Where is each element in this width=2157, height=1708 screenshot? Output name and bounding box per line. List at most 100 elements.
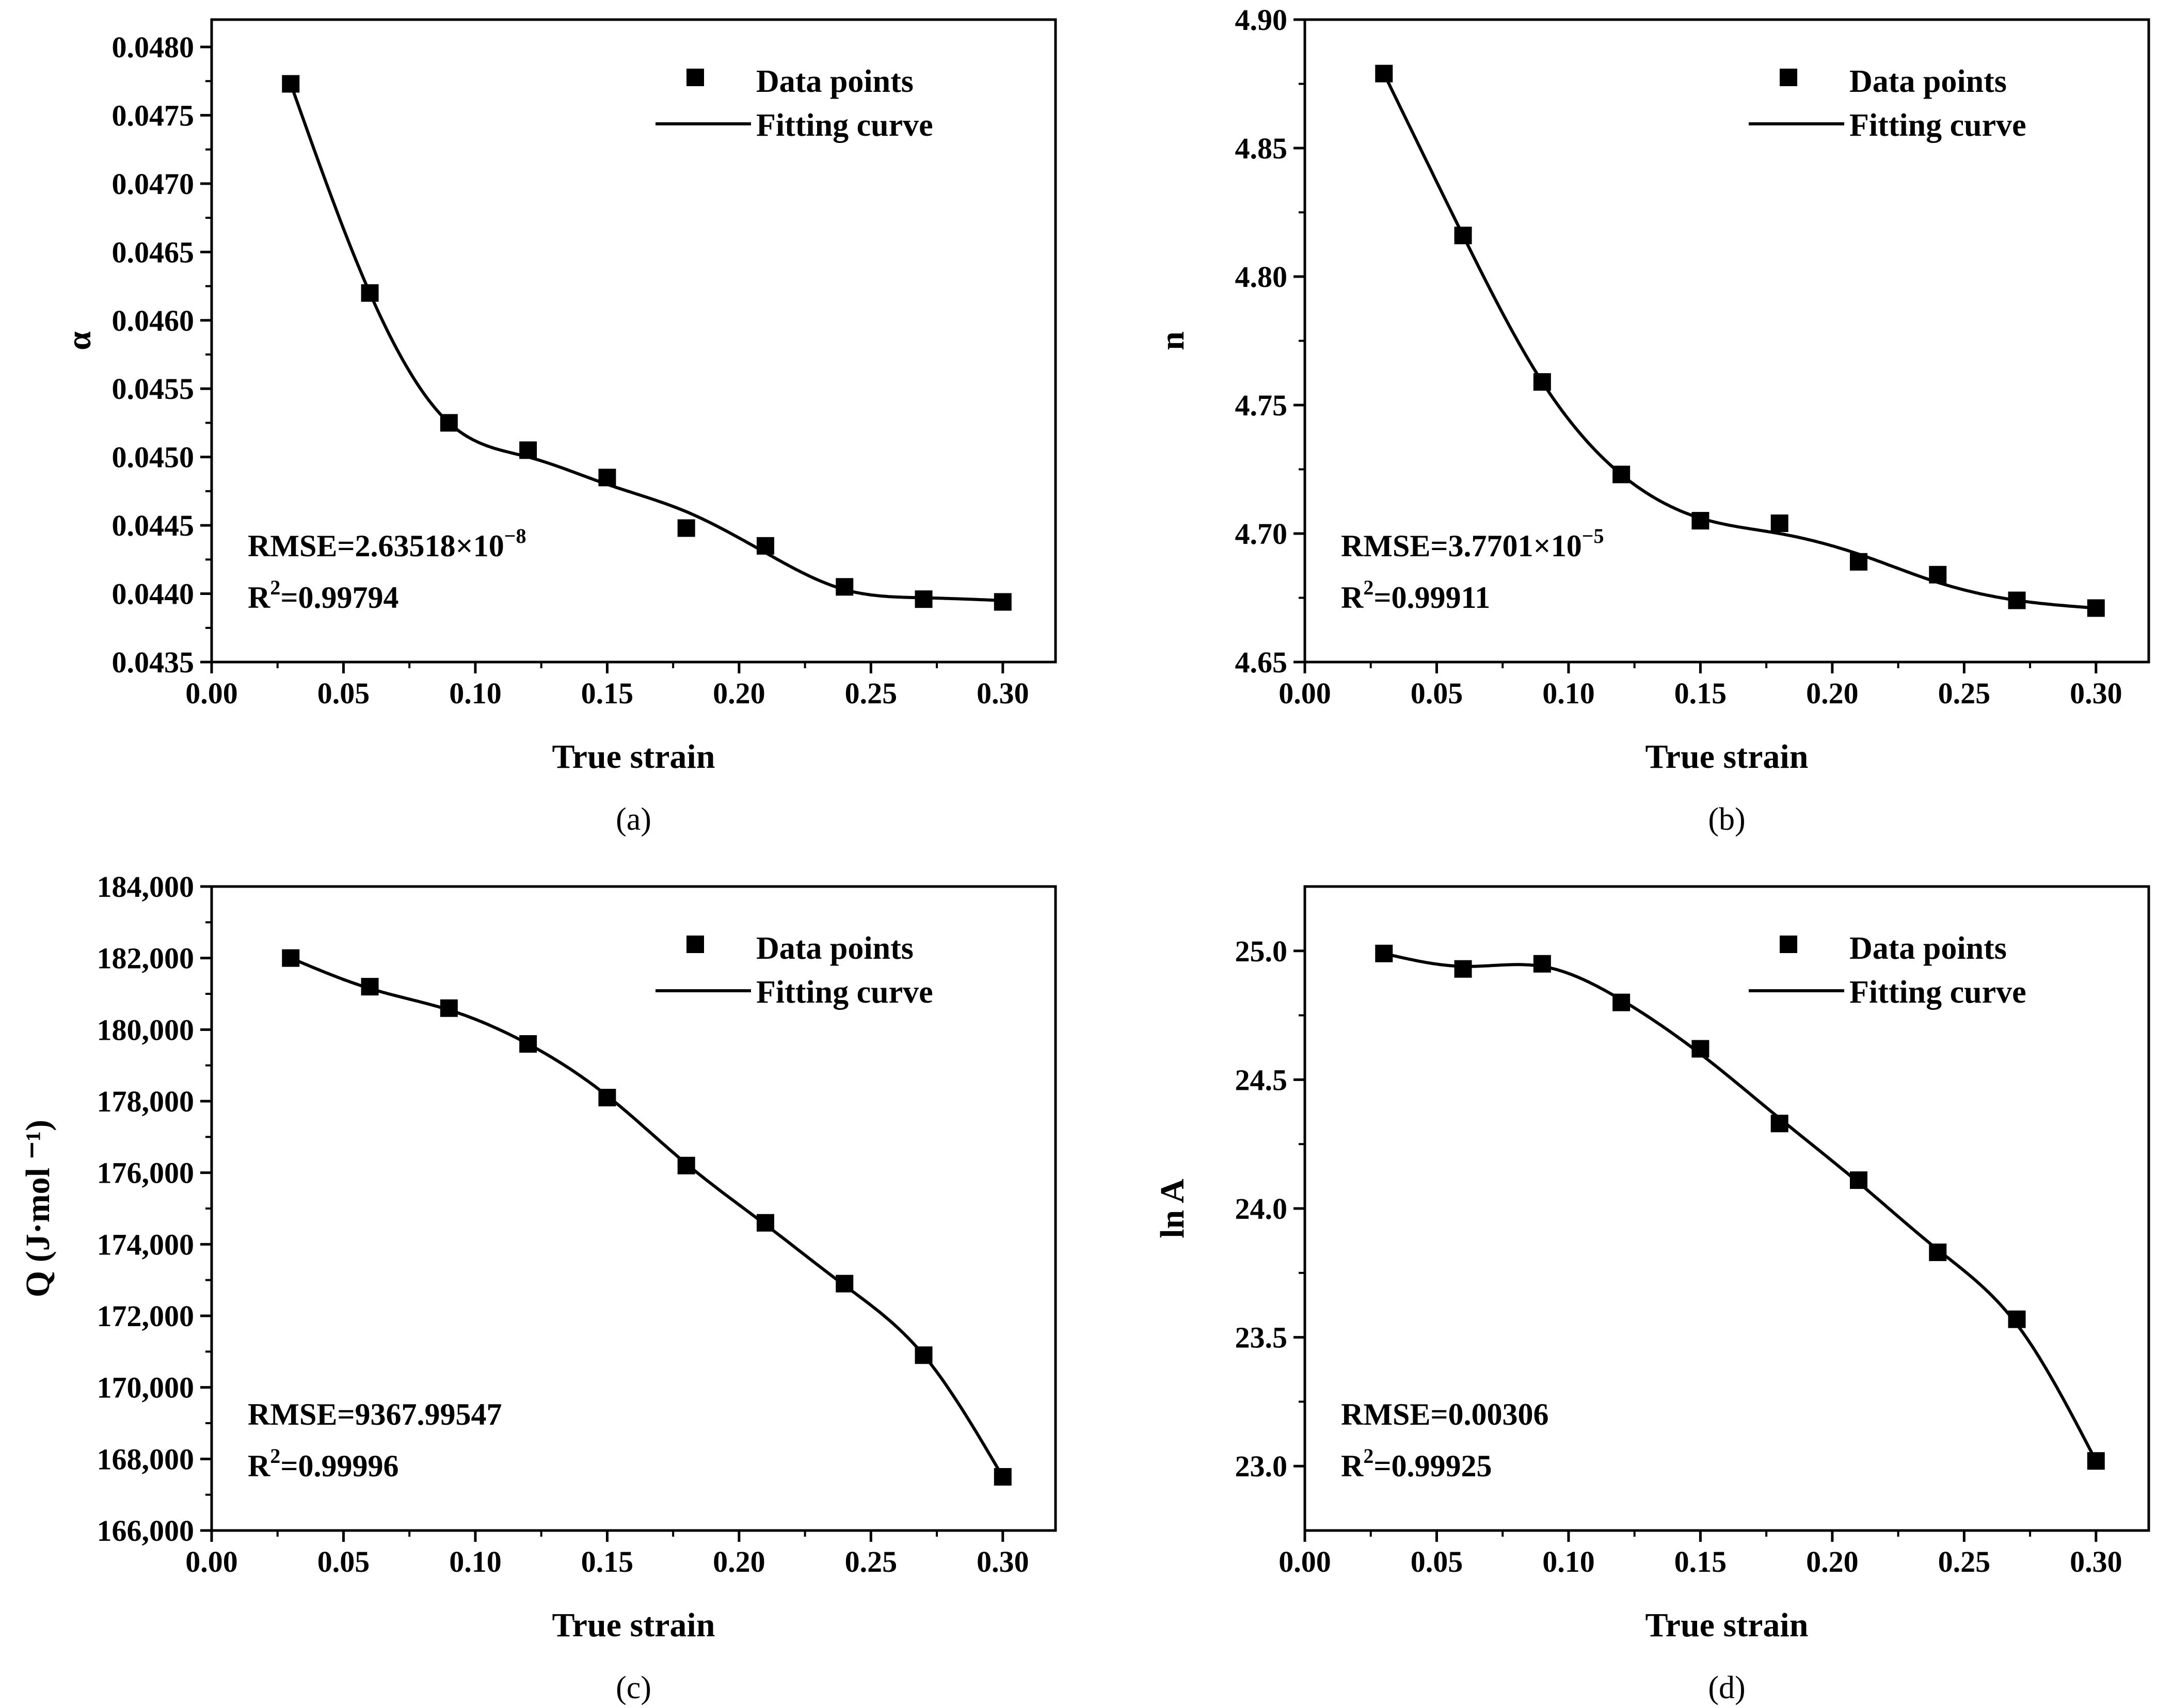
r2-annotation: R2=0.99911 bbox=[1341, 576, 1490, 615]
y-tick-label: 24.5 bbox=[1235, 1063, 1288, 1097]
r2-annotation: R2=0.99794 bbox=[248, 576, 399, 615]
panel-c: 0.00 0.05 0.10 0.15 0.20 0.25 0.30 166,000 168,0… bbox=[19, 870, 1057, 1705]
legend-curve-label: Fitting curve bbox=[756, 975, 933, 1010]
x-tick-label: 0.00 bbox=[1279, 1545, 1331, 1578]
y-tick-label: 4.85 bbox=[1235, 132, 1288, 165]
legend-points-label: Data points bbox=[1849, 64, 2007, 99]
y-axis-label: n bbox=[1154, 331, 1191, 350]
data-point bbox=[282, 75, 300, 93]
data-point bbox=[1929, 566, 1947, 584]
data-point bbox=[1533, 373, 1551, 391]
rmse-annotation: RMSE=3.7701×10−5 bbox=[1341, 524, 1604, 563]
x-tick-label: 0.30 bbox=[2070, 676, 2122, 710]
data-point bbox=[836, 1275, 854, 1293]
data-point bbox=[836, 578, 854, 596]
data-point bbox=[915, 1346, 933, 1364]
y-tick-label: 4.70 bbox=[1235, 517, 1288, 551]
data-point bbox=[1612, 465, 1631, 484]
y-tick-label: 4.80 bbox=[1235, 260, 1288, 294]
legend-curve-label: Fitting curve bbox=[1849, 108, 2026, 143]
rmse-annotation: RMSE=2.63518×10−8 bbox=[248, 524, 526, 563]
x-tick-label: 0.15 bbox=[581, 676, 634, 710]
x-tick-label: 0.30 bbox=[977, 676, 1029, 710]
data-point bbox=[361, 284, 379, 302]
data-point bbox=[1454, 960, 1472, 978]
y-axis-label: Q (J·mol ⁻¹) bbox=[19, 1120, 57, 1297]
data-point bbox=[756, 1214, 774, 1232]
x-tick-label: 0.00 bbox=[1279, 676, 1331, 710]
data-point bbox=[1770, 1115, 1788, 1133]
y-tick-label: 172,000 bbox=[97, 1299, 195, 1333]
y-tick-label: 0.0480 bbox=[112, 30, 195, 64]
data-point bbox=[598, 1089, 616, 1107]
legend-point-marker bbox=[686, 936, 704, 953]
data-point bbox=[519, 1035, 537, 1053]
x-tick-label: 0.00 bbox=[185, 676, 238, 710]
x-tick-label: 0.25 bbox=[845, 1545, 898, 1578]
data-point bbox=[1533, 955, 1551, 973]
data-point bbox=[2087, 1452, 2105, 1470]
data-point bbox=[440, 999, 458, 1017]
x-tick-label: 0.20 bbox=[713, 1545, 765, 1578]
y-tick-label: 0.0450 bbox=[112, 441, 195, 474]
data-point bbox=[1849, 553, 1867, 571]
legend-point-marker bbox=[686, 69, 704, 86]
data-point bbox=[1612, 993, 1631, 1011]
x-tick-label: 0.10 bbox=[449, 676, 502, 710]
legend-points-label: Data points bbox=[756, 64, 914, 99]
x-tick-label: 0.20 bbox=[713, 676, 765, 710]
y-axis-label: α bbox=[60, 331, 98, 350]
x-tick-label: 0.30 bbox=[977, 1545, 1029, 1578]
legend-point-marker bbox=[1780, 69, 1797, 86]
y-tick-label: 4.65 bbox=[1235, 646, 1288, 679]
data-point bbox=[1849, 1171, 1867, 1189]
y-tick-label: 0.0465 bbox=[112, 235, 195, 269]
data-point bbox=[1770, 514, 1788, 533]
data-point bbox=[915, 590, 933, 608]
y-tick-label: 23.0 bbox=[1235, 1449, 1288, 1483]
y-tick-label: 23.5 bbox=[1235, 1321, 1288, 1355]
y-axis-label: ln A bbox=[1154, 1179, 1191, 1238]
y-tick-label: 0.0445 bbox=[112, 509, 195, 542]
y-tick-label: 0.0435 bbox=[112, 646, 195, 679]
y-tick-label: 24.0 bbox=[1235, 1192, 1288, 1226]
legend-curve-label: Fitting curve bbox=[1849, 975, 2026, 1010]
data-point bbox=[2008, 1310, 2026, 1328]
x-tick-label: 0.20 bbox=[1806, 1545, 1859, 1578]
y-tick-label: 0.0475 bbox=[112, 99, 195, 132]
x-axis-label: True strain bbox=[552, 738, 715, 776]
data-point bbox=[361, 978, 379, 996]
data-point bbox=[1375, 944, 1393, 962]
data-point bbox=[677, 519, 695, 537]
y-tick-label: 0.0460 bbox=[112, 304, 195, 337]
panel-b: 0.00 0.05 0.10 0.15 0.20 0.25 0.30 4.65 4.70 4.75… bbox=[1154, 3, 2150, 837]
data-point bbox=[519, 441, 537, 459]
x-tick-label: 0.25 bbox=[1938, 676, 1991, 710]
x-tick-label: 0.25 bbox=[1938, 1545, 1991, 1578]
y-tick-label: 176,000 bbox=[97, 1156, 195, 1190]
x-tick-label: 0.05 bbox=[317, 676, 370, 710]
y-tick-label: 166,000 bbox=[97, 1514, 195, 1548]
data-point bbox=[598, 469, 616, 487]
y-tick-label: 184,000 bbox=[97, 870, 195, 904]
r2-annotation: R2=0.99925 bbox=[1341, 1444, 1492, 1483]
x-tick-label: 0.30 bbox=[2070, 1545, 2122, 1578]
legend-curve-label: Fitting curve bbox=[756, 108, 933, 143]
x-tick-label: 0.10 bbox=[449, 1545, 502, 1578]
fitting-curve bbox=[1382, 73, 2096, 610]
panel-caption: (d) bbox=[1708, 1670, 1745, 1705]
y-tick-label: 4.90 bbox=[1235, 3, 1288, 37]
x-tick-label: 0.10 bbox=[1542, 676, 1595, 710]
x-axis-label: True strain bbox=[1645, 1606, 1809, 1644]
y-tick-label: 180,000 bbox=[97, 1013, 195, 1046]
data-point bbox=[2008, 591, 2026, 609]
legend-points-label: Data points bbox=[1849, 931, 2007, 966]
x-tick-label: 0.05 bbox=[1411, 1545, 1463, 1578]
rmse-annotation: RMSE=0.00306 bbox=[1341, 1397, 1549, 1431]
x-axis-label: True strain bbox=[552, 1606, 715, 1644]
panel-caption: (b) bbox=[1708, 802, 1745, 837]
x-axis-label: True strain bbox=[1645, 738, 1809, 776]
y-tick-label: 25.0 bbox=[1235, 934, 1288, 968]
x-tick-label: 0.20 bbox=[1806, 676, 1859, 710]
